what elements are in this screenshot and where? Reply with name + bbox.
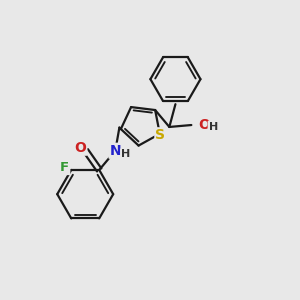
Text: O: O bbox=[198, 118, 210, 132]
Text: H: H bbox=[208, 122, 218, 131]
Text: F: F bbox=[60, 161, 69, 174]
Text: H: H bbox=[121, 149, 130, 159]
Text: N: N bbox=[110, 144, 121, 158]
Text: O: O bbox=[74, 141, 86, 155]
Text: S: S bbox=[155, 128, 165, 142]
